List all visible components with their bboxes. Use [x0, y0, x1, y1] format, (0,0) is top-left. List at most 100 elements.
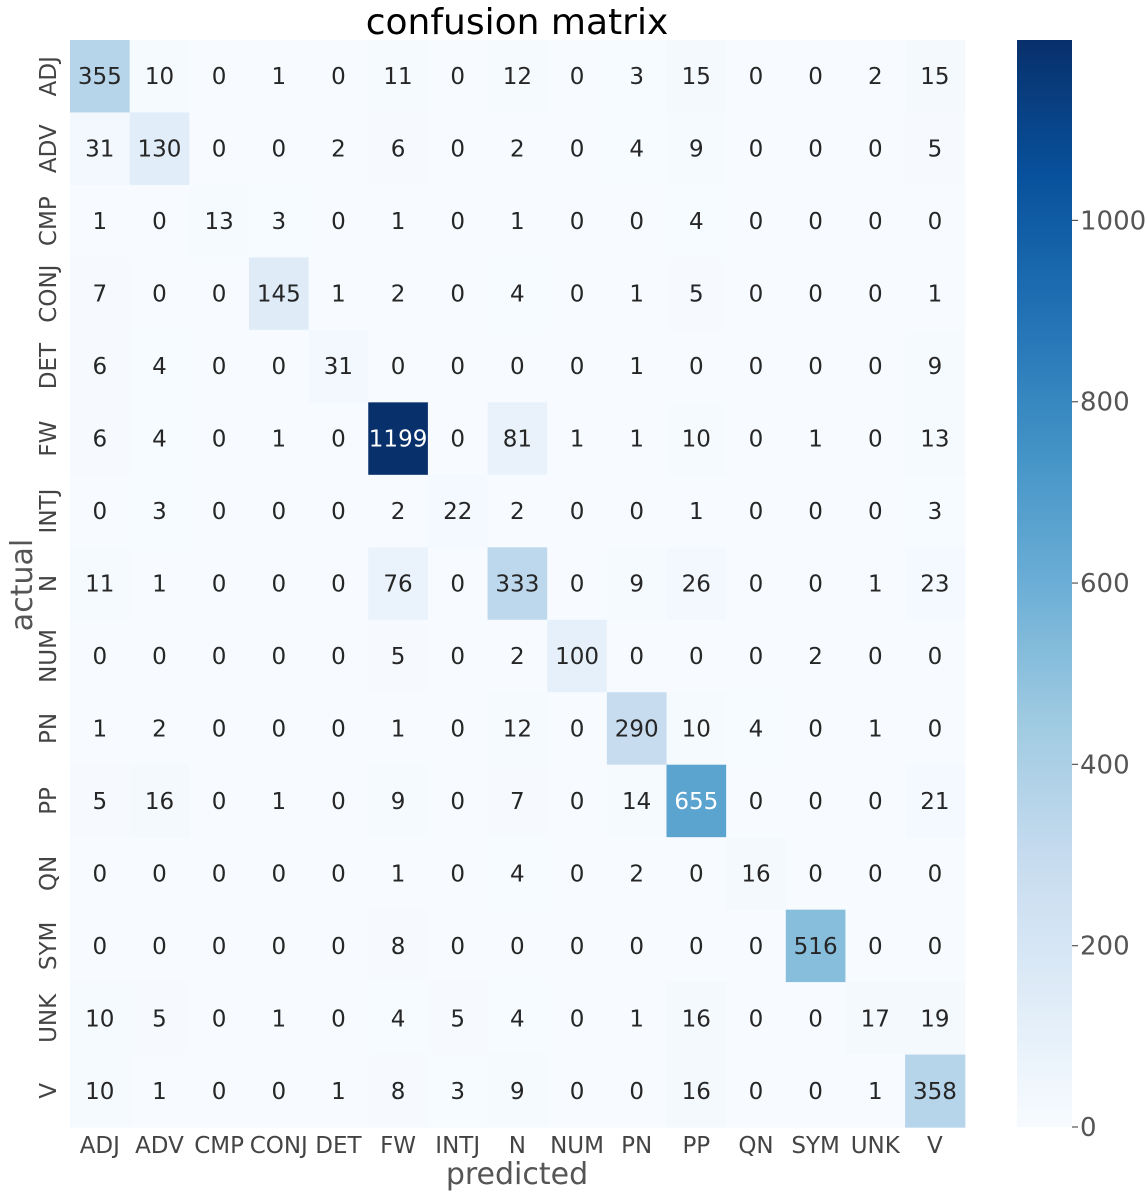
heatmap-cell [547, 1054, 608, 1128]
cell-value-label: 26 [682, 572, 711, 598]
heatmap-cell [845, 692, 906, 766]
cell-value-label: 12 [503, 64, 532, 90]
heatmap-cell [547, 184, 608, 259]
x-tick-label: QN [738, 1133, 773, 1159]
heatmap-cell [845, 112, 906, 186]
cell-value-label: 2 [510, 137, 525, 163]
heatmap-cell [487, 112, 548, 186]
cell-value-label: 1 [629, 282, 644, 308]
cell-value-label: 0 [212, 427, 227, 453]
cell-value-label: 0 [749, 282, 764, 308]
heatmap-cell [427, 329, 489, 403]
y-tick-label: ADJ [36, 56, 62, 96]
cell-value-label: 1 [928, 282, 943, 308]
heatmap-cell [70, 982, 131, 1056]
heatmap-cell [427, 1054, 489, 1128]
heatmap-cell [129, 619, 190, 693]
cell-value-label: 0 [271, 499, 286, 525]
cell-value-label: 0 [749, 427, 764, 453]
cell-value-label: 0 [212, 1006, 227, 1032]
heatmap-cell [726, 40, 787, 114]
heatmap-cell [487, 619, 548, 693]
heatmap-cell [70, 837, 131, 911]
heatmap-cell [70, 257, 131, 331]
heatmap-cell [905, 329, 966, 403]
cell-value-label: 0 [450, 427, 465, 453]
heatmap-cell [368, 692, 429, 766]
heatmap-cell [666, 982, 727, 1056]
heatmap-cell [726, 1054, 787, 1128]
cell-value-label: 5 [450, 1006, 465, 1032]
heatmap-cell [308, 184, 369, 259]
cell-value-label: 14 [622, 789, 651, 815]
heatmap-cell [606, 112, 668, 186]
heatmap-cell [248, 764, 310, 838]
cell-value-label: 1 [152, 1079, 167, 1105]
cell-value-label: 2 [510, 499, 525, 525]
heatmap-cell [248, 909, 310, 983]
cell-value-label: 2 [331, 137, 346, 163]
heatmap-cell [427, 764, 489, 838]
heatmap-cell [70, 474, 131, 548]
heatmap-cell [845, 329, 906, 403]
cell-value-label: 0 [868, 282, 883, 308]
cell-value-label: 0 [271, 1079, 286, 1105]
heatmap-cell [308, 982, 369, 1056]
cell-value-label: 0 [331, 64, 346, 90]
x-tick-label: ADV [135, 1133, 184, 1159]
heatmap-cell [308, 692, 369, 766]
heatmap-cell [845, 909, 906, 983]
cell-value-label: 0 [749, 572, 764, 598]
heatmap-cell [785, 40, 847, 114]
cell-value-label: 1 [689, 499, 704, 525]
heatmap-cell [248, 692, 310, 766]
cell-value-label: 9 [629, 572, 644, 598]
heatmap-cell [189, 329, 250, 403]
heatmap-cell [248, 1054, 310, 1128]
heatmap-cell [308, 474, 369, 548]
x-axis-label: predicted [446, 1157, 588, 1192]
cell-value-label: 0 [868, 427, 883, 453]
cell-value-label: 0 [271, 861, 286, 887]
heatmap-cell [427, 402, 489, 476]
cell-value-label: 10 [682, 427, 711, 453]
heatmap-cell [666, 547, 727, 621]
heatmap-cell [70, 184, 131, 259]
cell-value-label: 0 [331, 861, 346, 887]
cell-value-label: 0 [510, 934, 525, 960]
heatmap-cell [189, 692, 250, 766]
heatmap-cell [666, 112, 727, 186]
heatmap-cell [427, 40, 489, 114]
cell-value-label: 10 [85, 1079, 114, 1105]
cell-value-label: 2 [152, 716, 167, 742]
heatmap-cell [368, 184, 429, 259]
heatmap-cell [248, 547, 310, 621]
cell-value-label: 2 [868, 64, 883, 90]
cell-value-label: 0 [928, 861, 943, 887]
cell-value-label: 0 [152, 282, 167, 308]
heatmap-cell [845, 184, 906, 259]
heatmap-cell [189, 909, 250, 983]
heatmap-cell [666, 329, 727, 403]
x-tick-label: ADJ [80, 1133, 120, 1159]
cell-value-label: 81 [503, 427, 532, 453]
heatmap-cell [845, 402, 906, 476]
cell-value-label: 1 [868, 572, 883, 598]
cell-value-label: 3 [271, 209, 286, 235]
chart-title: confusion matrix [366, 2, 669, 43]
heatmap-cell [427, 619, 489, 693]
heatmap-cell [70, 329, 131, 403]
cell-value-label: 4 [152, 354, 167, 380]
cell-value-label: 0 [271, 644, 286, 670]
cell-value-label: 0 [212, 64, 227, 90]
colorbar-tick-label: 1000 [1080, 206, 1146, 236]
heatmap-cell [308, 909, 369, 983]
cell-value-label: 0 [808, 861, 823, 887]
colorbar-ticks: 0 200 400 600 800 1000 [1072, 206, 1146, 1143]
colorbar-tick-label: 0 [1080, 1113, 1097, 1143]
y-tick-label: QN [36, 856, 62, 891]
heatmap-cell [547, 40, 608, 114]
cell-value-label: 11 [85, 572, 114, 598]
cell-value-label: 19 [920, 1006, 949, 1032]
x-tick-label: PP [682, 1133, 710, 1159]
